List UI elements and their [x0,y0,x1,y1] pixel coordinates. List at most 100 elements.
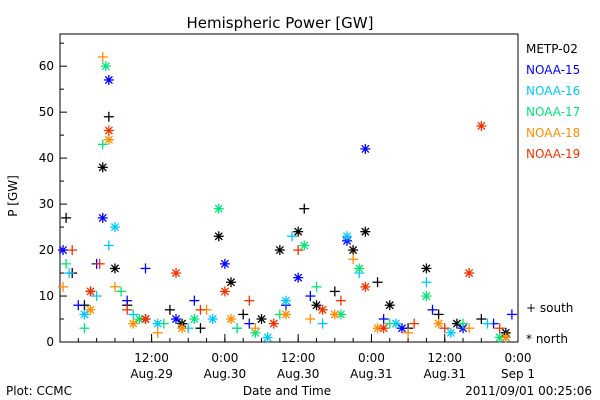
data-point [97,162,108,173]
x-axis-label: Date and Time [243,384,331,398]
data-point [97,139,108,150]
data-point [476,314,487,325]
plot-credit: Plot: CCMC [6,384,72,398]
data-point [372,277,383,288]
data-point [103,74,114,85]
symbol-legend-south: + south [526,301,573,315]
data-point [238,309,249,320]
y-tick-label: 60 [39,59,54,73]
legend-entry: NOAA-15 [526,63,580,77]
data-point [85,286,96,297]
chart-title: Hemispheric Power [GW] [187,14,374,32]
data-point [213,203,224,214]
x-tick-label: 0:00 [358,351,385,365]
data-point [311,300,322,311]
data-point [67,245,78,256]
data-point [250,323,261,334]
data-point [445,327,456,338]
data-point [103,240,114,251]
data-point [268,318,279,329]
data-point [409,318,420,329]
data-point [213,231,224,242]
data-point [299,240,310,251]
legend-entry: NOAA-16 [526,84,580,98]
data-point [421,291,432,302]
data-point [280,309,291,320]
data-point [464,268,475,279]
x-tick-date: Aug.29 [130,367,173,381]
data-point [232,323,243,334]
data-point [61,212,72,223]
data-point [73,300,84,311]
data-point [140,263,151,274]
data-point [494,323,505,334]
data-point [207,314,218,325]
data-point [122,304,133,315]
data-point [287,231,298,242]
x-axis: 12:00 Aug.29 0:00 Aug.30 12:00 Aug.30 0:00 Aug.… [77,334,535,381]
data-point [189,314,200,325]
data-point [171,314,182,325]
data-point [85,304,96,315]
data-point [195,323,206,334]
data-point [225,277,236,288]
data-point [189,295,200,306]
data-point [360,226,371,237]
data-point [390,318,401,329]
data-point [348,254,359,265]
data-markers [58,51,517,343]
data-point [164,304,175,315]
data-point [274,245,285,256]
data-point [354,263,365,274]
x-tick-date: Aug.31 [350,367,393,381]
data-point [500,332,511,343]
data-point [482,318,493,329]
data-point [476,120,487,131]
data-point [293,226,304,237]
x-tick-date: Aug.30 [204,367,247,381]
data-point [244,295,255,306]
plot-timestamp: 2011/09/01 00:25:06 [465,384,592,398]
legend: METP-02 NOAA-15 NOAA-16 NOAA-17 NOAA-18 NOAA-… [526,42,580,161]
data-point [91,291,102,302]
plot-frame [59,33,519,343]
data-point [360,143,371,154]
data-point [122,295,133,306]
x-tick-label: 0:00 [505,351,532,365]
data-point [360,281,371,292]
data-point [152,318,163,329]
y-axis-label: P [GW] [6,175,20,217]
data-point [378,323,389,334]
data-point [464,323,475,334]
y-tick-label: 20 [39,243,54,257]
data-point [427,304,438,315]
data-point [109,222,120,233]
data-point [299,203,310,214]
data-point [256,314,267,325]
y-axis: 0 10 20 30 40 50 60 [39,42,67,349]
data-point [103,134,114,145]
x-tick-label: 12:00 [427,351,462,365]
data-point [100,61,111,72]
data-point [433,309,444,320]
data-point [171,268,182,279]
x-tick-date: Sep 1 [501,367,535,381]
legend-entry: NOAA-18 [526,126,580,140]
data-point [97,212,108,223]
data-point [79,309,90,320]
x-tick-label: 12:00 [281,351,316,365]
data-point [128,318,139,329]
data-point [64,268,75,279]
data-point [195,304,206,315]
data-point [317,304,328,315]
y-tick-label: 50 [39,105,54,119]
y-tick-label: 30 [39,197,54,211]
data-point [433,318,444,329]
data-point [103,111,114,122]
data-point [439,323,450,334]
data-point [317,318,328,329]
data-point [378,314,389,325]
data-point [128,309,139,320]
x-tick-label: 12:00 [134,351,169,365]
data-point [225,314,236,325]
